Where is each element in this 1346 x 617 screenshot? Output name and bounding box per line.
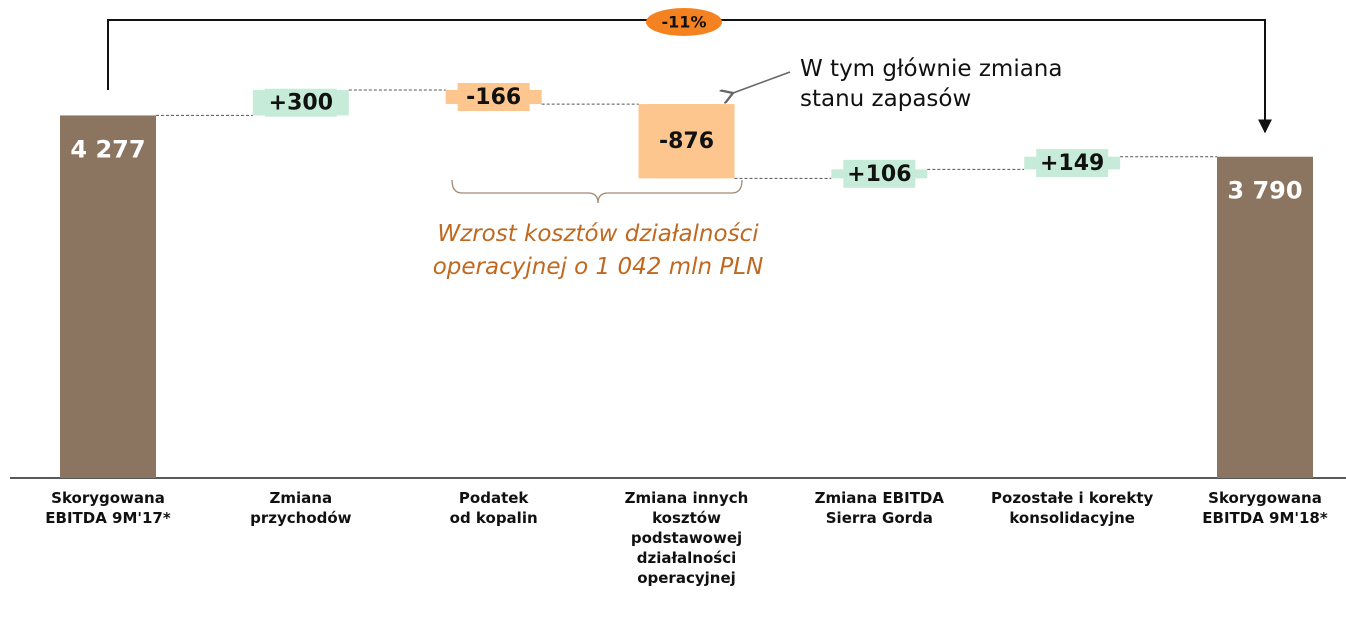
category-label: Zmiana innych kosztów podstawowej działa…: [624, 489, 749, 587]
category-label: Zmiana EBITDA Sierra Gorda: [814, 489, 944, 527]
change-pill: [646, 8, 722, 36]
value-label: +300: [269, 91, 333, 116]
value-label: +149: [1040, 151, 1104, 176]
label-box: [457, 83, 530, 112]
label-box: [843, 159, 916, 188]
value-label: +106: [847, 162, 911, 187]
value-label: 4 277: [70, 135, 145, 163]
cost-note: Wzrost kosztów działalności operacyjnej …: [432, 221, 764, 280]
category-label: Zmiana przychodów: [250, 489, 352, 527]
category-label: Pozostałe i korekty konsolidacyjne: [991, 489, 1154, 527]
note-arrow: [733, 71, 791, 93]
inventory-note: W tym głównie zmiana stanu zapasów: [800, 56, 1063, 112]
value-label: -166: [466, 85, 521, 110]
label-box: [1036, 149, 1109, 178]
value-label: -876: [659, 129, 714, 154]
category-label: Skorygowana EBITDA 9M'17*: [45, 489, 171, 527]
label-box: [650, 104, 723, 179]
value-label: 3 790: [1227, 177, 1302, 205]
label-box: [264, 88, 337, 117]
category-label: Skorygowana EBITDA 9M'18*: [1202, 489, 1328, 527]
bar: [60, 115, 156, 478]
bar: [1217, 156, 1313, 478]
category-label: Podatek od kopalin: [449, 489, 538, 527]
brace: [451, 179, 743, 204]
change-label: -11%: [662, 13, 707, 32]
